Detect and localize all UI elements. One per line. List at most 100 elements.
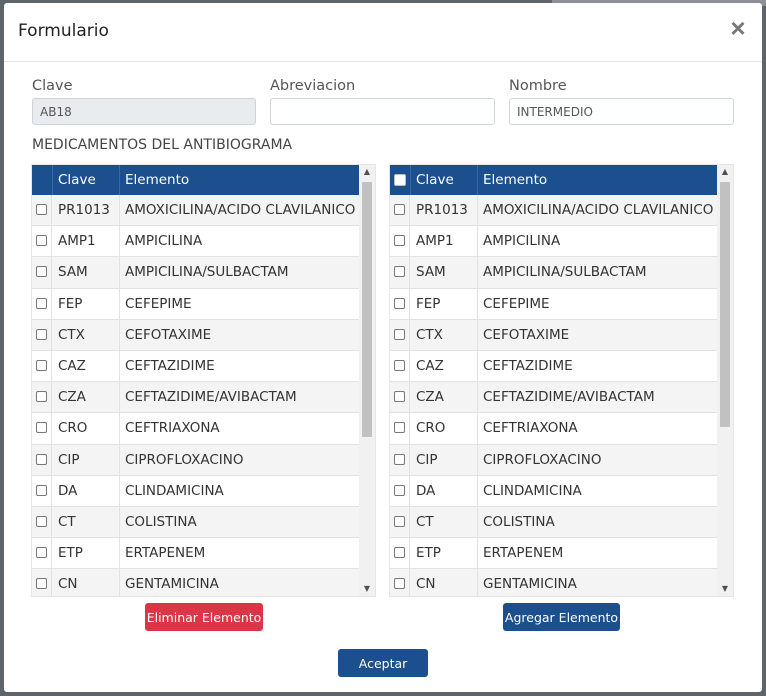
row-check-cell xyxy=(32,226,52,257)
elemento-cell: CEFOTAXIME xyxy=(483,326,570,343)
left-scroll-thumb[interactable] xyxy=(362,182,372,437)
elemento-cell: ERTAPENEM xyxy=(125,545,206,562)
row-checkbox[interactable] xyxy=(394,422,405,434)
table-row[interactable]: CN GENTAMICINA xyxy=(390,569,717,596)
clave-cell: PR1013 xyxy=(411,195,478,226)
clave-cell: FEP xyxy=(411,288,478,319)
elemento-cell: CLINDAMICINA xyxy=(483,482,582,499)
row-checkbox[interactable] xyxy=(36,328,47,340)
clave-cell: DA xyxy=(411,475,478,506)
row-checkbox[interactable] xyxy=(36,578,47,590)
row-checkbox[interactable] xyxy=(36,391,47,403)
close-icon[interactable]: × xyxy=(724,14,752,42)
left-grid: Clave Elemento PR1013 AMOXICILINA/ACIDO C… xyxy=(31,164,376,597)
row-checkbox[interactable] xyxy=(36,484,47,496)
eliminar-elemento-button[interactable]: Eliminar Elemento xyxy=(145,603,263,631)
table-row[interactable]: DA CLINDAMICINA xyxy=(390,475,717,507)
left-scrollbar[interactable]: ▲ ▼ xyxy=(359,165,375,596)
abreviacion-label: Abreviacion xyxy=(270,78,356,94)
table-row[interactable]: CIP CIPROFLOXACINO xyxy=(390,444,717,476)
row-checkbox[interactable] xyxy=(36,266,47,278)
table-row[interactable]: PR1013 AMOXICILINA/ACIDO CLAVILANICO xyxy=(32,195,359,227)
table-row[interactable]: CTX CEFOTAXIME xyxy=(390,319,717,351)
agregar-elemento-button[interactable]: Agregar Elemento xyxy=(503,603,620,631)
row-checkbox[interactable] xyxy=(394,515,405,527)
row-checkbox[interactable] xyxy=(36,359,47,371)
table-row[interactable]: CZA CEFTAZIDIME/AVIBACTAM xyxy=(32,382,359,414)
row-checkbox[interactable] xyxy=(394,391,405,403)
row-checkbox[interactable] xyxy=(36,515,47,527)
scroll-down-icon[interactable]: ▼ xyxy=(721,584,729,593)
row-checkbox[interactable] xyxy=(394,359,405,371)
table-row[interactable]: SAM AMPICILINA/SULBACTAM xyxy=(32,257,359,289)
table-row[interactable]: AMP1 AMPICILINA xyxy=(390,226,717,258)
row-checkbox[interactable] xyxy=(394,578,405,590)
row-checkbox[interactable] xyxy=(394,235,405,247)
clave-cell: ETP xyxy=(411,538,478,569)
clave-input[interactable] xyxy=(32,98,256,125)
right-scroll-thumb[interactable] xyxy=(720,182,730,427)
scroll-up-icon[interactable]: ▲ xyxy=(721,167,729,176)
row-checkbox[interactable] xyxy=(36,297,47,309)
scroll-down-icon[interactable]: ▼ xyxy=(363,584,371,593)
row-check-cell xyxy=(390,506,410,538)
right-grid: Clave Elemento PR1013 AMOXICILINA/ACIDO C… xyxy=(389,164,734,597)
table-row[interactable]: DA CLINDAMICINA xyxy=(32,475,359,507)
table-row[interactable]: CZA CEFTAZIDIME/AVIBACTAM xyxy=(390,382,717,414)
row-checkbox[interactable] xyxy=(36,422,47,434)
clave-label: Clave xyxy=(32,78,73,94)
table-row[interactable]: CAZ CEFTAZIDIME xyxy=(390,350,717,383)
table-row[interactable]: CAZ CEFTAZIDIME xyxy=(32,350,359,383)
left-header-check-col xyxy=(32,165,53,195)
row-checkbox[interactable] xyxy=(394,484,405,496)
table-row[interactable]: CT COLISTINA xyxy=(390,506,717,539)
section-label: MEDICAMENTOS DEL ANTIBIOGRAMA xyxy=(32,137,293,153)
row-checkbox[interactable] xyxy=(394,328,405,340)
table-row[interactable]: ETP ERTAPENEM xyxy=(390,538,717,570)
right-header-elemento[interactable]: Elemento xyxy=(483,172,548,188)
left-header-clave[interactable]: Clave xyxy=(53,165,120,195)
aceptar-button[interactable]: Aceptar xyxy=(338,649,428,677)
row-checkbox[interactable] xyxy=(36,235,47,247)
table-row[interactable]: CTX CEFOTAXIME xyxy=(32,319,359,351)
table-row[interactable]: AMP1 AMPICILINA xyxy=(32,226,359,258)
table-row[interactable]: CT COLISTINA xyxy=(32,506,359,539)
elemento-cell: COLISTINA xyxy=(483,513,555,530)
row-checkbox[interactable] xyxy=(36,453,47,465)
form-modal: Formulario × Clave Abreviacion Nombre ME… xyxy=(4,3,762,692)
table-row[interactable]: ETP ERTAPENEM xyxy=(32,538,359,570)
row-checkbox[interactable] xyxy=(394,204,405,215)
row-check-cell xyxy=(390,319,410,350)
table-row[interactable]: CN GENTAMICINA xyxy=(32,569,359,596)
clave-cell: CT xyxy=(411,506,478,538)
select-all-checkbox[interactable] xyxy=(394,174,406,186)
row-check-cell xyxy=(32,413,52,444)
right-scrollbar[interactable]: ▲ ▼ xyxy=(717,165,733,596)
nombre-input[interactable] xyxy=(509,98,734,125)
clave-cell: CAZ xyxy=(53,350,120,382)
scroll-up-icon[interactable]: ▲ xyxy=(363,167,371,176)
row-checkbox[interactable] xyxy=(36,547,47,559)
table-row[interactable]: CRO CEFTRIAXONA xyxy=(32,413,359,445)
abreviacion-input[interactable] xyxy=(270,98,495,125)
elemento-cell: CEFTRIAXONA xyxy=(125,420,220,437)
table-row[interactable]: SAM AMPICILINA/SULBACTAM xyxy=(390,257,717,289)
table-row[interactable]: FEP CEFEPIME xyxy=(32,288,359,320)
table-row[interactable]: CRO CEFTRIAXONA xyxy=(390,413,717,445)
clave-cell: AMP1 xyxy=(411,226,478,257)
clave-cell: CN xyxy=(411,569,478,596)
right-header-clave[interactable]: Clave xyxy=(411,165,478,195)
clave-cell: SAM xyxy=(411,257,478,288)
row-checkbox[interactable] xyxy=(36,204,47,215)
table-row[interactable]: CIP CIPROFLOXACINO xyxy=(32,444,359,476)
row-checkbox[interactable] xyxy=(394,266,405,278)
elemento-cell: AMPICILINA/SULBACTAM xyxy=(125,264,289,281)
left-header-elemento[interactable]: Elemento xyxy=(125,172,190,188)
table-row[interactable]: PR1013 AMOXICILINA/ACIDO CLAVILANICO xyxy=(390,195,717,227)
row-checkbox[interactable] xyxy=(394,453,405,465)
clave-cell: CRO xyxy=(53,413,120,444)
elemento-cell: AMPICILINA xyxy=(483,233,561,250)
row-checkbox[interactable] xyxy=(394,297,405,309)
row-checkbox[interactable] xyxy=(394,547,405,559)
table-row[interactable]: FEP CEFEPIME xyxy=(390,288,717,320)
